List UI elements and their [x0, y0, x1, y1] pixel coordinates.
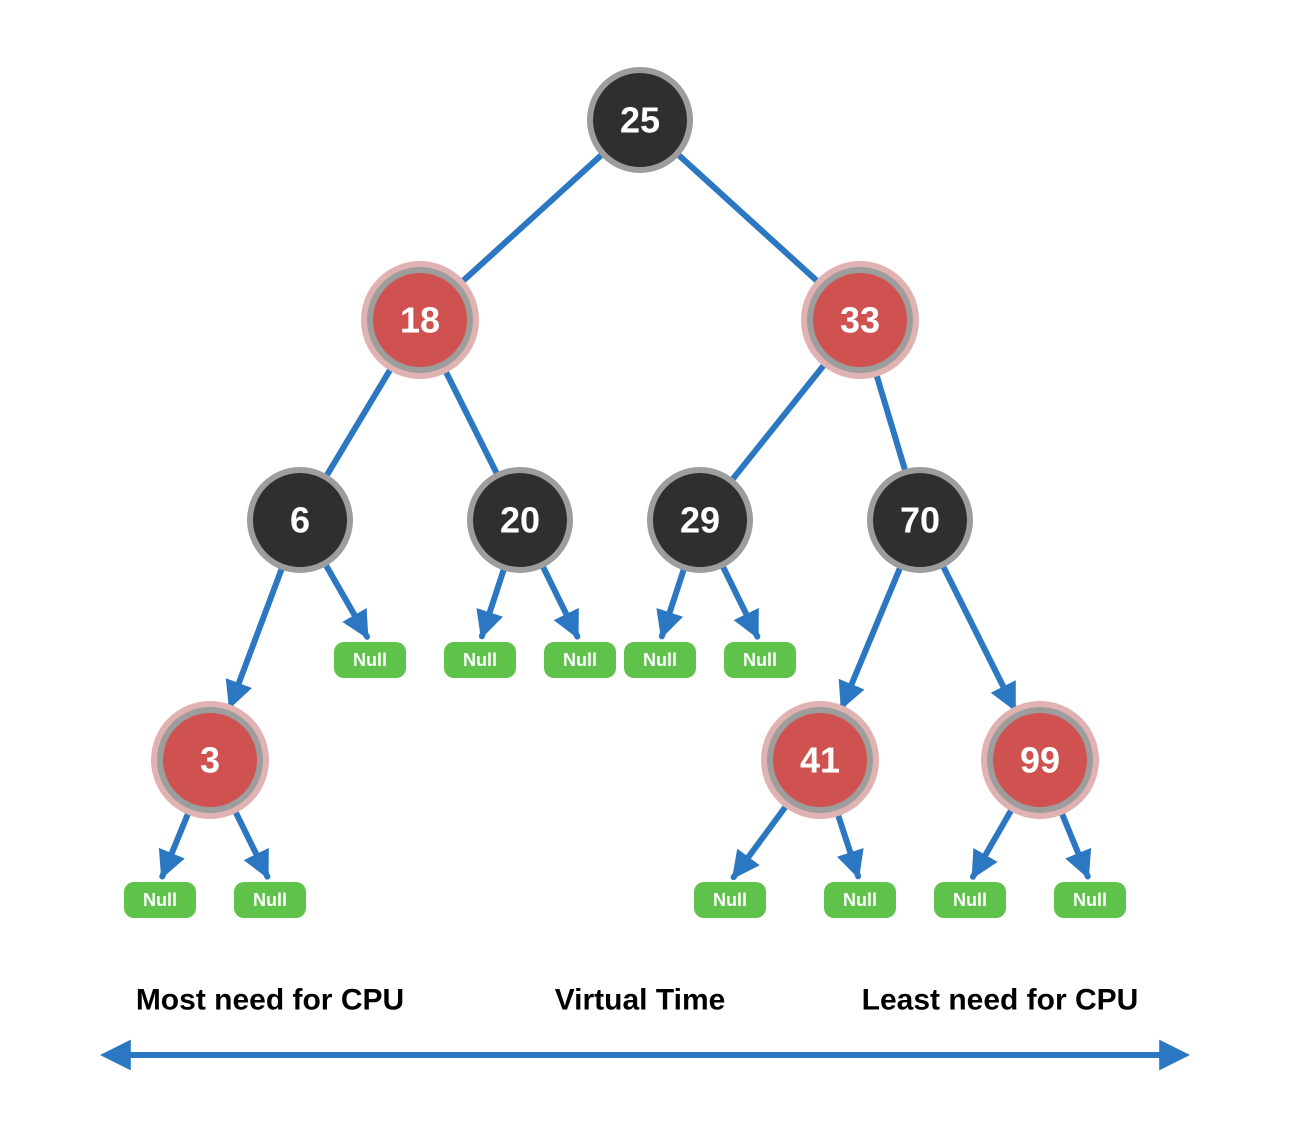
null-edge [723, 568, 757, 637]
axis-label-left: Most need for CPU [136, 984, 404, 1017]
nodes-group: 25 18 33 6 20 29 70 3 41 99 [151, 70, 1099, 819]
tree-node: 70 [870, 470, 970, 570]
virtual-time-axis: Most need for CPU Virtual Time Least need … [100, 984, 1190, 1071]
red-black-tree-diagram: Null Null Null Null Null Null Null Null Null Null… [0, 0, 1308, 1148]
tree-node: 3 [151, 701, 269, 819]
null-leaf-label: Null [463, 650, 497, 670]
tree-edge [327, 365, 392, 474]
null-edge [973, 806, 1014, 877]
null-leaf-label: Null [713, 890, 747, 910]
tree-node: 99 [981, 701, 1099, 819]
tree-node: 6 [250, 470, 350, 570]
tree-edge [875, 371, 905, 469]
tree-node: 41 [761, 701, 879, 819]
axis-label-center: Virtual Time [555, 984, 726, 1017]
tree-node: 33 [801, 261, 919, 379]
null-edges-group [162, 566, 1087, 877]
tree-node: 20 [470, 470, 570, 570]
null-leaf-label: Null [843, 890, 877, 910]
null-edge [837, 810, 859, 876]
null-leaf-label: Null [563, 650, 597, 670]
null-leaf-label: Null [143, 890, 177, 910]
node-label: 25 [620, 100, 660, 141]
tree-edge [459, 156, 601, 285]
null-edge [662, 570, 684, 636]
tree-edge [230, 570, 281, 707]
tree-node: 18 [361, 261, 479, 379]
tree-edge [842, 569, 900, 707]
null-edge [233, 808, 267, 877]
axis-arrow-left [100, 1040, 131, 1071]
null-edge [482, 570, 504, 636]
node-label: 41 [800, 740, 840, 781]
null-leaf-label: Null [353, 650, 387, 670]
tree-edge [679, 156, 821, 285]
null-edge [1060, 809, 1088, 876]
axis-arrow-right [1159, 1040, 1190, 1071]
null-edge [543, 568, 577, 637]
node-label: 33 [840, 300, 880, 341]
node-label: 29 [680, 500, 720, 541]
node-label: 18 [400, 300, 440, 341]
edges-group [230, 156, 1014, 709]
node-label: 3 [200, 740, 220, 781]
tree-edge [733, 361, 827, 478]
node-label: 20 [500, 500, 540, 541]
tree-node: 29 [650, 470, 750, 570]
node-label: 70 [900, 500, 940, 541]
null-leaf-label: Null [1073, 890, 1107, 910]
tree-node: 25 [590, 70, 690, 170]
axis-label-right: Least need for CPU [862, 984, 1139, 1017]
node-label: 99 [1020, 740, 1060, 781]
null-edge [734, 803, 789, 878]
null-edge [162, 809, 190, 876]
null-edge [326, 566, 367, 637]
null-leaf-label: Null [253, 890, 287, 910]
node-label: 6 [290, 500, 310, 541]
null-leaf-label: Null [643, 650, 677, 670]
tree-edge [444, 367, 497, 472]
tree-edge [944, 567, 1015, 709]
null-leaf-label: Null [953, 890, 987, 910]
null-leaf-label: Null [743, 650, 777, 670]
